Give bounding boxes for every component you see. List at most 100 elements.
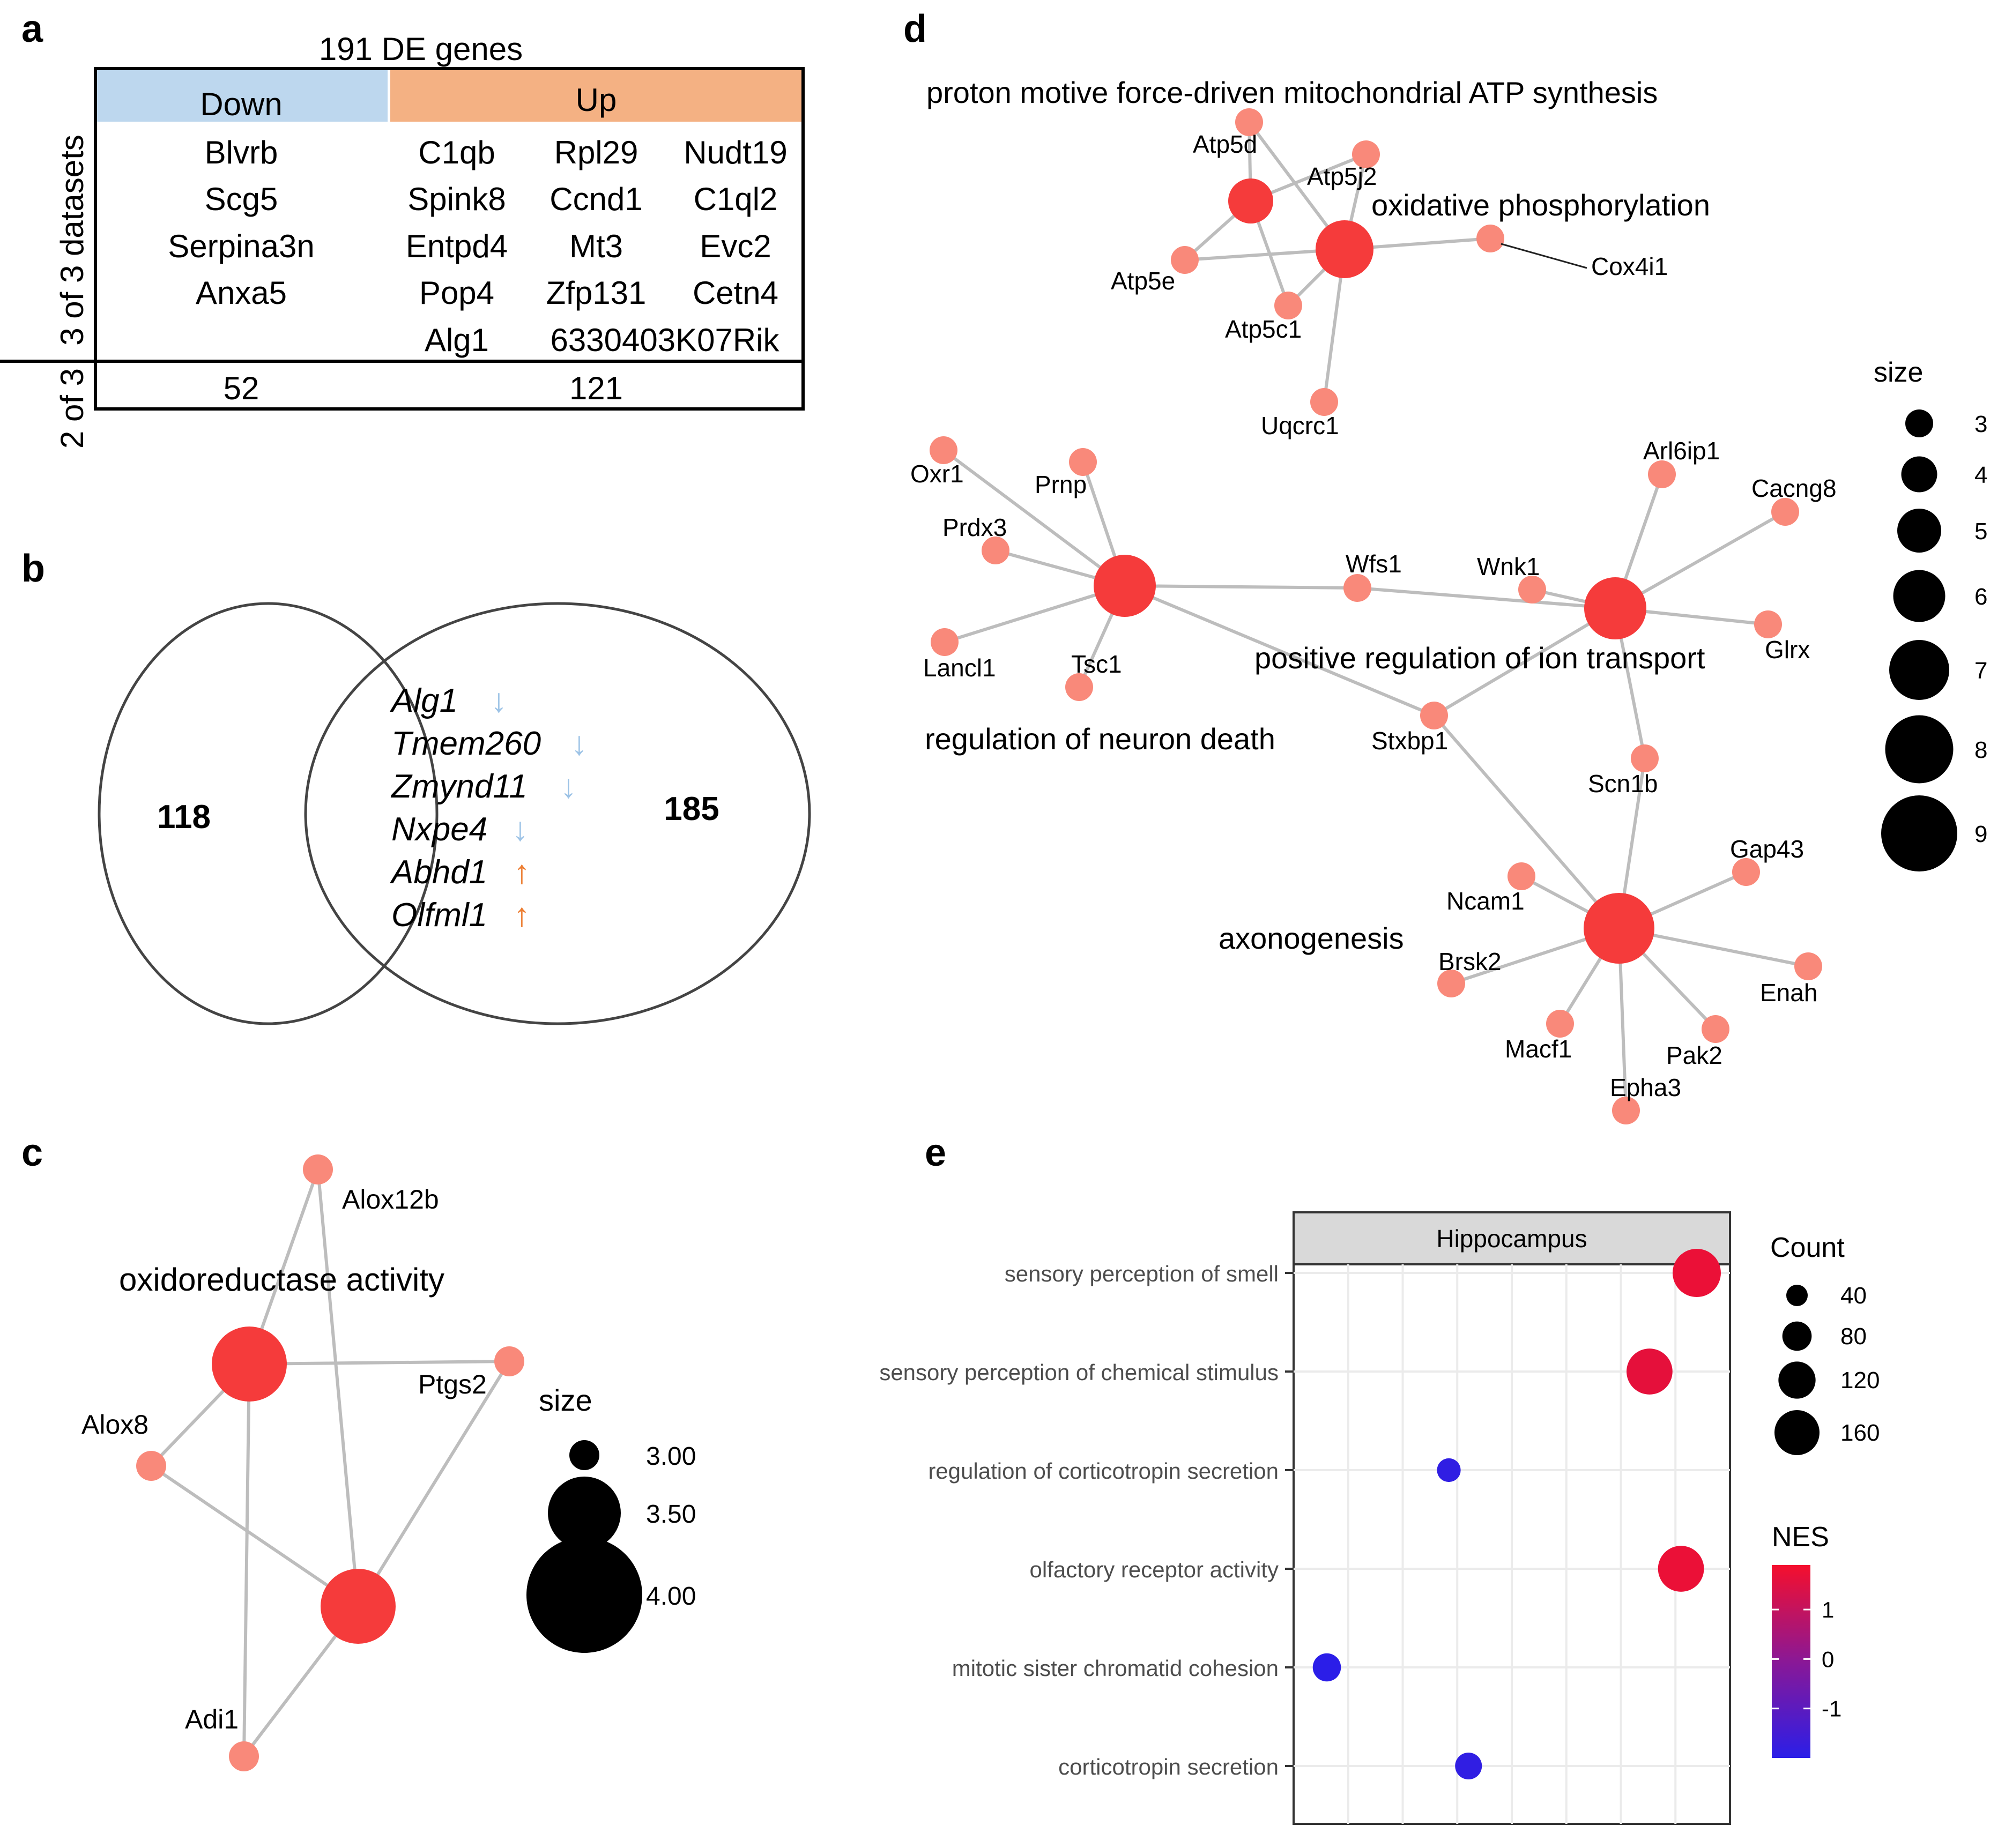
count-legend-dot xyxy=(1774,1410,1820,1455)
venn-gene-name: Abhd1 xyxy=(389,854,487,891)
gene-node xyxy=(1508,862,1535,890)
gene-label: Cacng8 xyxy=(1751,474,1837,502)
gene-label: Ptgs2 xyxy=(418,1369,487,1399)
up-gene: Pop4 xyxy=(419,275,494,311)
count-legend-dot xyxy=(1778,1361,1816,1399)
network-edge xyxy=(357,1360,511,1607)
size-legend-label: 4.00 xyxy=(646,1582,696,1611)
gene-label: Ncam1 xyxy=(1446,887,1525,915)
y-tick-label: regulation of corticotropin secretion xyxy=(928,1458,1279,1484)
network-edge xyxy=(1124,584,1435,717)
venn-gene-name: Zmynd11 xyxy=(390,768,528,805)
panel-e-dotplot: Hippocampus sensory perception of smell se… xyxy=(879,1211,1731,1825)
term-node xyxy=(1094,555,1156,617)
network-edge xyxy=(249,1360,510,1366)
up-gene: Alg1 xyxy=(425,322,489,358)
term-node xyxy=(212,1327,287,1402)
size-legend-dot xyxy=(1885,715,1954,784)
size-legend-dot xyxy=(526,1537,642,1653)
gene-label: Atp5j2 xyxy=(1307,162,1377,190)
venn-left-count: 118 xyxy=(157,799,211,836)
gene-label: Alox12b xyxy=(342,1184,439,1214)
gene-label: Tsc1 xyxy=(1071,650,1122,678)
gene-node xyxy=(1476,225,1504,252)
table-title: 191 DE genes xyxy=(319,31,523,67)
up-gene: Entpd4 xyxy=(406,228,508,264)
panel-label-a: a xyxy=(21,8,43,50)
gene-node xyxy=(1171,246,1199,274)
venn-left-circle xyxy=(98,602,439,1025)
gene-node xyxy=(1352,140,1380,168)
gene-node xyxy=(931,628,959,656)
venn-gene-arrow-down: ↓ xyxy=(491,682,507,719)
panel-e-legends: Count 40 80 120 160 NES 1 0 -1 xyxy=(1770,1232,1880,1758)
panel-label-d: d xyxy=(903,8,927,50)
network-edges xyxy=(150,1169,511,1757)
legend-title: size xyxy=(539,1383,592,1417)
network-edge xyxy=(1124,584,1358,590)
panel-c-size-legend: size 3.00 3.50 4.00 xyxy=(526,1383,696,1653)
nes-legend-title: NES xyxy=(1772,1522,1829,1553)
panel-b-venn: 118 185 Alg1 ↓ Tmem260 ↓ Zmynd11 ↓ Nxpe4 ↓ Abhd1… xyxy=(98,602,811,1025)
venn-gene-name: Nxpe4 xyxy=(391,811,487,848)
gene-node xyxy=(1437,970,1465,997)
y-tick-label: olfactory receptor activity xyxy=(1029,1557,1279,1582)
up-gene: Mt3 xyxy=(569,228,623,264)
nes-legend-label: 0 xyxy=(1822,1646,1834,1672)
legend-title: size xyxy=(1874,357,1923,388)
venn-right-count: 185 xyxy=(664,791,719,828)
venn-gene-arrow-down: ↓ xyxy=(560,768,577,805)
venn-gene-arrow-down: ↓ xyxy=(571,725,588,762)
gene-label: Oxr1 xyxy=(910,460,964,488)
panel-a-table: 191 DE genes Down Up 3 of 3 datasets 2 o… xyxy=(0,31,805,449)
size-legend-dot xyxy=(1901,456,1937,493)
gene-node xyxy=(1771,498,1799,526)
network-edge xyxy=(1433,607,1616,717)
size-legend-dot xyxy=(569,1440,599,1470)
gene-label: Atp5e xyxy=(1111,267,1175,295)
term-label: positive regulation of ion transport xyxy=(1254,641,1705,675)
network-edge xyxy=(1432,714,1621,929)
count-legend-label: 80 xyxy=(1840,1323,1867,1350)
term-label: oxidoreductase activity xyxy=(119,1262,444,1298)
gene-node xyxy=(930,436,957,464)
venn-gene-name: Olfml1 xyxy=(391,897,487,934)
gene-label: Uqcrc1 xyxy=(1261,412,1339,439)
dot-mark xyxy=(1455,1752,1482,1780)
network-edge xyxy=(316,1169,360,1607)
panel-c-network: oxidoreductase activity Alox12b Ptgs2 Alox8… xyxy=(81,1154,524,1771)
term-node xyxy=(1316,220,1373,278)
size-legend-dot xyxy=(1881,795,1957,871)
up-gene: Evc2 xyxy=(700,228,771,264)
venn-gene-arrow-up: ↑ xyxy=(514,897,530,934)
term-label: proton motive force-driven mitochondrial… xyxy=(926,76,1658,109)
panel-label-b: b xyxy=(21,547,45,590)
size-legend-dot xyxy=(1889,640,1949,700)
venn-right-circle xyxy=(304,602,811,1025)
size-legend-dot xyxy=(548,1477,621,1549)
gene-node xyxy=(1754,610,1782,638)
size-legend-label: 4 xyxy=(1974,462,1987,488)
gene-node xyxy=(1235,108,1263,136)
network-edge xyxy=(942,449,1126,587)
y-tick-label: corticotropin secretion xyxy=(1058,1754,1279,1779)
size-legend-label: 5 xyxy=(1974,518,1987,545)
y-tick-label: sensory perception of chemical stimulus xyxy=(879,1360,1279,1385)
up-gene: Nudt19 xyxy=(684,135,787,170)
dot-mark xyxy=(1627,1348,1673,1395)
count-legend-label: 120 xyxy=(1840,1367,1880,1394)
gene-node xyxy=(1065,673,1093,701)
up-gene: Rpl29 xyxy=(554,135,638,170)
gene-node xyxy=(1702,1015,1729,1043)
network-nodes xyxy=(136,1154,524,1771)
network-edge xyxy=(1357,586,1616,610)
gene-node xyxy=(982,536,1009,564)
gene-label: Adi1 xyxy=(185,1704,239,1734)
up-gene: Cetn4 xyxy=(693,275,778,311)
gene-label: Pak2 xyxy=(1666,1041,1722,1069)
venn-gene-name: Alg1 xyxy=(389,682,458,719)
header-down-cell xyxy=(95,70,388,122)
size-legend-label: 8 xyxy=(1974,737,1987,763)
dot-mark xyxy=(1658,1546,1704,1592)
gene-node xyxy=(1631,744,1659,772)
